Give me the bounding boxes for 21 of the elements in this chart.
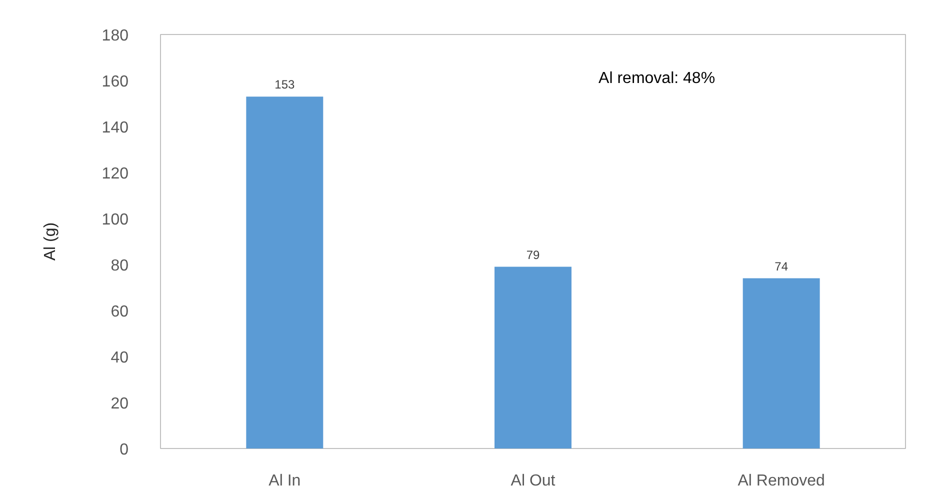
y-tick-label: 160 [102,74,129,90]
y-tick-label: 120 [102,166,129,182]
annotation: Al removal: 48% [598,70,716,87]
y-tick-label: 180 [102,28,129,44]
x-tick-label: Al Out [510,472,556,490]
bar [494,266,572,448]
y-axis-title: Al (g) [42,222,59,261]
data-label: 74 [774,259,788,274]
x-tick-label: Al In [268,472,301,490]
x-tick-label: Al Removed [738,472,825,490]
y-tick-label: 60 [110,304,129,320]
y-tick-label: 20 [110,396,129,412]
data-label: 79 [526,248,540,262]
y-tick-label: 0 [120,442,129,458]
y-tick-label: 100 [102,212,129,228]
y-tick-label: 40 [110,350,129,366]
y-tick-label: 140 [102,120,129,136]
data-label: 153 [274,78,296,92]
y-tick-label: 80 [110,258,129,274]
bar [246,96,324,448]
bar [742,278,820,448]
